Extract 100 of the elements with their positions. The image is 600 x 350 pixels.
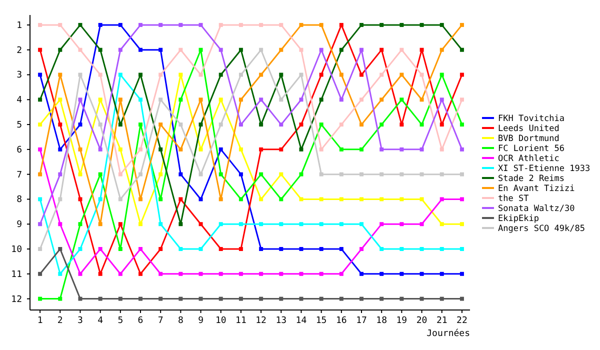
point [198,147,203,152]
point [380,98,384,102]
point [420,172,424,176]
point [339,197,344,202]
point [118,98,122,102]
point [339,48,344,52]
point [238,197,243,202]
point [238,222,243,226]
point [259,147,264,152]
point [339,222,344,226]
point [178,72,183,77]
point [460,22,464,27]
point [178,197,183,202]
point [238,22,243,27]
point [38,172,42,176]
point [38,98,42,102]
point [178,296,183,301]
point [158,172,163,176]
point [38,272,42,276]
point [299,197,304,202]
y-tick-label: 9 [16,220,22,230]
point [339,147,344,152]
legend-label: En Avant Tizizi [498,184,575,194]
point [78,98,82,102]
point [380,147,384,152]
x-tick-label: 18 [376,316,388,326]
point [98,197,102,202]
point [420,247,424,252]
point [400,147,404,152]
point [158,197,163,202]
point [299,98,304,102]
point [198,296,203,301]
y-tick-label: 11 [11,270,22,280]
point [178,272,183,276]
point [98,122,102,127]
legend-label: BVB Dortmund [498,134,560,144]
point [238,98,243,102]
point [360,122,364,127]
x-tick-label: 2 [57,316,63,326]
point [299,147,304,152]
legend-label: Sonata Waltz/30 [498,204,575,214]
point [319,122,324,127]
point [319,272,324,276]
point [460,222,464,226]
point [279,147,284,152]
point [440,172,444,176]
legend-label: the ST [498,194,529,204]
point [360,22,364,27]
x-tick-label: 6 [138,316,144,326]
legend-label: Stade 2 Reims [498,174,565,184]
point [198,22,203,27]
point [259,22,264,27]
point [460,48,464,52]
point [138,272,142,276]
point [440,197,444,202]
point [400,48,404,52]
point [98,98,102,102]
point [319,72,324,77]
point [460,98,464,102]
point [118,272,122,276]
point [178,122,183,127]
point [299,48,304,52]
point [279,98,284,102]
point [460,296,464,301]
point [299,247,304,252]
point [158,247,163,252]
point [319,48,324,52]
point [319,98,324,102]
point [98,22,102,27]
x-tick-label: 11 [236,316,246,326]
point [138,48,142,52]
y-tick-label: 7 [16,170,22,180]
x-tick-label: 9 [198,316,204,326]
point [440,72,444,77]
point [400,296,404,301]
point [78,48,82,52]
x-tick-label: 21 [436,316,448,326]
point [420,22,424,27]
point [138,172,142,176]
point [299,222,304,226]
point [420,222,424,226]
point [138,247,142,252]
point [38,122,42,127]
point [118,147,122,152]
point [400,272,404,276]
point [58,296,62,301]
point [198,172,203,176]
point [460,147,464,152]
point [380,197,384,202]
point [238,296,243,301]
point [380,172,384,176]
point [38,48,42,52]
point [118,122,122,127]
point [360,222,364,226]
point [38,72,42,77]
point [299,72,304,77]
point [279,72,284,77]
point [138,122,142,127]
point [198,98,203,102]
point [118,22,122,27]
